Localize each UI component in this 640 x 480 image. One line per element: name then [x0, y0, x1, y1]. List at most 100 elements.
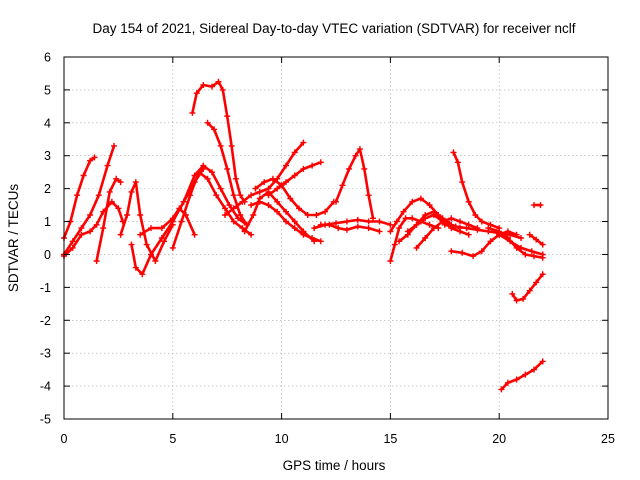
data-point — [518, 244, 524, 251]
data-point — [237, 212, 244, 218]
data-point — [230, 218, 237, 225]
data-point — [402, 215, 409, 222]
data-point — [365, 225, 372, 232]
data-point — [274, 208, 281, 215]
data-point — [226, 202, 233, 209]
data-point — [539, 241, 546, 248]
series-track-11 — [204, 119, 250, 228]
data-point — [224, 165, 231, 172]
series-track-32 — [509, 271, 546, 304]
data-point — [448, 248, 455, 255]
data-point — [417, 195, 424, 202]
data-point — [128, 188, 135, 195]
data-point — [365, 192, 372, 199]
data-point — [124, 212, 131, 218]
data-point — [137, 212, 144, 218]
data-point — [250, 212, 257, 218]
data-point — [213, 192, 220, 199]
data-point — [339, 182, 346, 189]
data-point — [526, 231, 533, 238]
data-point — [487, 221, 494, 228]
data-point — [528, 248, 535, 255]
series-track-19 — [317, 221, 383, 235]
data-point — [457, 228, 463, 235]
data-point — [404, 228, 411, 235]
data-point — [333, 198, 339, 205]
data-point — [430, 225, 437, 232]
data-point — [354, 216, 361, 223]
data-point — [361, 165, 368, 172]
data-point — [452, 223, 459, 230]
data-point — [526, 287, 533, 294]
data-point — [106, 188, 113, 195]
data-point — [496, 231, 503, 238]
data-point — [209, 83, 215, 90]
data-point — [176, 205, 183, 212]
data-point — [291, 172, 298, 179]
data-point — [463, 225, 470, 232]
data-point — [274, 198, 281, 205]
y-tick-label: 6 — [44, 51, 51, 65]
data-point — [531, 253, 537, 260]
data-point — [343, 226, 350, 233]
data-point — [117, 179, 124, 186]
data-point — [69, 238, 76, 245]
data-point — [400, 208, 407, 215]
data-point — [117, 231, 124, 238]
data-point — [504, 379, 511, 386]
data-point — [300, 139, 307, 146]
data-point — [158, 235, 165, 241]
data-point — [409, 198, 416, 205]
data-point — [296, 205, 302, 212]
data-point — [291, 149, 298, 156]
series-line — [500, 360, 544, 391]
series-track-24 — [413, 215, 481, 251]
data-point — [100, 225, 107, 232]
data-point — [158, 225, 165, 232]
y-tick-label: -3 — [40, 347, 51, 361]
data-point — [533, 236, 540, 243]
data-point — [376, 228, 383, 235]
data-point — [143, 241, 150, 248]
series-track-16 — [265, 159, 324, 199]
data-point — [256, 198, 263, 205]
data-point — [352, 152, 359, 159]
series-track-15 — [252, 175, 337, 218]
series-track-14 — [248, 198, 324, 245]
data-point — [69, 244, 76, 251]
data-point — [539, 251, 546, 258]
data-point — [459, 179, 466, 186]
data-point — [128, 241, 135, 248]
data-point — [317, 159, 324, 166]
data-point — [261, 179, 268, 186]
data-point — [317, 238, 324, 245]
data-point — [439, 218, 446, 225]
data-point — [93, 221, 100, 228]
data-point — [217, 142, 224, 149]
data-point — [387, 221, 394, 228]
data-point — [95, 192, 102, 199]
data-point — [309, 235, 316, 241]
data-point — [498, 386, 505, 393]
data-point — [204, 175, 211, 182]
data-point — [539, 358, 546, 365]
data-point — [413, 244, 420, 251]
y-tick-label: -5 — [40, 413, 51, 427]
data-point — [239, 198, 246, 205]
series-line — [397, 210, 462, 243]
data-point — [448, 215, 455, 222]
data-point — [287, 195, 294, 202]
data-point — [346, 165, 353, 172]
data-point — [87, 157, 94, 164]
data-point — [148, 251, 154, 258]
data-point — [343, 218, 350, 225]
data-point — [283, 218, 289, 225]
y-tick-label: 2 — [44, 182, 51, 196]
series-track-26 — [441, 221, 524, 241]
data-point — [522, 251, 529, 258]
data-point — [235, 215, 242, 222]
data-point — [93, 258, 100, 264]
data-point — [459, 249, 466, 256]
data-point — [252, 185, 259, 192]
